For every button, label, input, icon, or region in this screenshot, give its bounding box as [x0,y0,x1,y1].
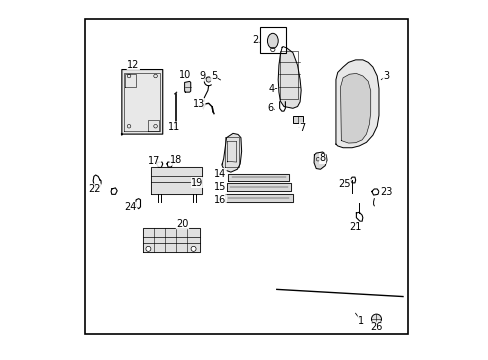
Text: 1: 1 [357,316,364,326]
Text: 6: 6 [267,103,273,113]
Text: 5: 5 [210,71,217,81]
Text: 16: 16 [214,195,226,205]
Ellipse shape [267,33,278,48]
Polygon shape [340,73,370,143]
Polygon shape [228,174,289,181]
Text: 17: 17 [148,156,161,166]
Text: 9: 9 [199,71,205,81]
Text: 25: 25 [338,179,350,189]
Polygon shape [151,167,202,194]
Polygon shape [226,183,290,192]
Text: 13: 13 [192,99,204,109]
Circle shape [145,246,151,251]
Text: 14: 14 [214,168,226,179]
Polygon shape [335,60,378,148]
Text: 15: 15 [213,182,226,192]
Text: 23: 23 [379,187,391,197]
Text: 7: 7 [299,123,305,133]
Bar [85,19,407,334]
Text: 2: 2 [252,35,258,45]
Text: 11: 11 [168,122,181,132]
Text: 20: 20 [176,219,188,229]
Text: 8: 8 [319,153,325,163]
Circle shape [206,77,211,82]
Text: 3: 3 [382,71,388,81]
Polygon shape [313,152,326,169]
Polygon shape [121,69,163,135]
Text: 18: 18 [169,155,182,165]
Circle shape [191,246,196,251]
Text: 26: 26 [369,322,382,332]
Bar [292,116,303,123]
Circle shape [371,314,381,324]
Text: 22: 22 [88,184,101,194]
Polygon shape [184,81,190,92]
Polygon shape [222,134,241,172]
Polygon shape [224,194,292,202]
Text: 19: 19 [191,177,203,188]
Polygon shape [143,228,199,252]
Text: 10: 10 [178,70,190,80]
Text: 12: 12 [127,59,139,69]
Polygon shape [278,46,301,108]
Text: 24: 24 [124,202,137,212]
Text: 4: 4 [268,84,274,94]
Text: 21: 21 [349,222,361,232]
Bar [260,27,285,53]
